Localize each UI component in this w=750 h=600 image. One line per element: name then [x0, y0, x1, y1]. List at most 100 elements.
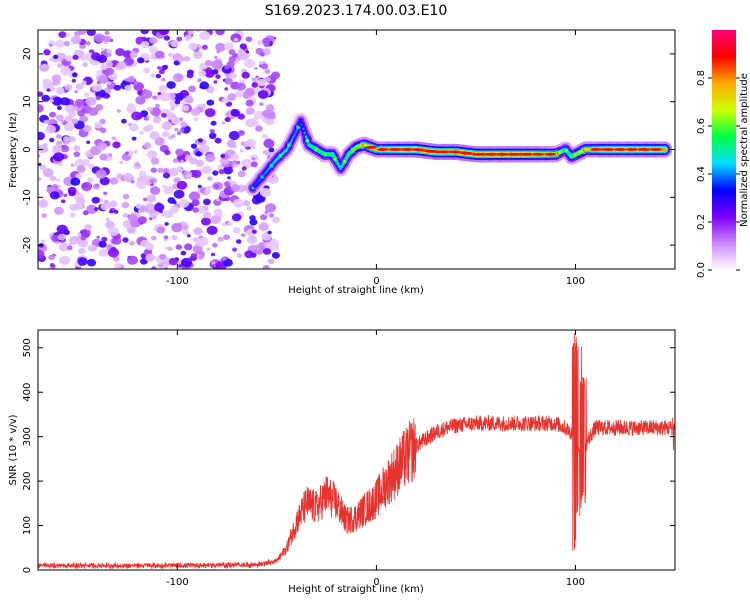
- ridge-peak: [460, 151, 473, 155]
- noise-speckle: [183, 225, 189, 230]
- noise-speckle: [122, 213, 129, 218]
- ridge-peak: [649, 148, 662, 151]
- noise-speckle: [126, 226, 136, 234]
- noise-speckle: [198, 255, 204, 261]
- noise-speckle: [74, 90, 79, 94]
- noise-speckle: [161, 65, 168, 71]
- noise-speckle: [175, 244, 183, 250]
- noise-speckle: [38, 162, 42, 167]
- noise-speckle: [206, 99, 215, 106]
- noise-speckle: [223, 166, 234, 175]
- noise-speckle: [213, 208, 223, 217]
- noise-speckle: [177, 55, 185, 63]
- noise-speckle: [109, 200, 118, 208]
- snr-y-tick-label: 300: [22, 427, 33, 446]
- noise-speckle: [170, 107, 175, 111]
- noise-speckle: [49, 111, 57, 118]
- noise-speckle: [155, 73, 162, 79]
- noise-speckle: [141, 174, 148, 181]
- noise-speckle: [94, 121, 103, 129]
- ridge-peak: [613, 148, 626, 151]
- ridge-peak: [424, 149, 437, 153]
- noise-speckle: [42, 63, 47, 68]
- noise-speckle: [38, 199, 49, 208]
- noise-speckle: [245, 99, 254, 107]
- noise-speckle: [182, 229, 189, 235]
- snr-y-tick-label: 200: [22, 472, 33, 491]
- noise-speckle: [224, 42, 234, 51]
- noise-speckle: [216, 50, 220, 54]
- noise-speckle: [213, 183, 220, 189]
- ridge-cell: [336, 162, 340, 166]
- noise-speckle: [230, 184, 240, 193]
- noise-speckle: [151, 266, 157, 269]
- noise-speckle: [212, 170, 219, 176]
- noise-speckle: [71, 78, 77, 83]
- ridge-cell: [288, 143, 291, 147]
- noise-speckle: [106, 48, 112, 54]
- noise-speckle: [101, 236, 108, 242]
- noise-speckle: [55, 114, 64, 121]
- noise-speckle: [67, 245, 73, 251]
- noise-speckle: [175, 148, 184, 156]
- noise-speckle: [139, 130, 144, 135]
- noise-speckle: [159, 92, 171, 102]
- noise-speckle: [71, 118, 79, 125]
- noise-speckle: [242, 141, 250, 148]
- noise-speckle: [100, 203, 110, 211]
- noise-speckle: [181, 257, 193, 268]
- ridge-peak: [532, 152, 545, 156]
- noise-speckle: [143, 126, 151, 133]
- noise-speckle: [239, 43, 247, 50]
- noise-speckle: [263, 248, 272, 255]
- noise-speckle: [205, 59, 213, 66]
- noise-speckle: [234, 90, 244, 98]
- noise-speckle: [56, 105, 62, 111]
- noise-speckle: [63, 40, 70, 47]
- noise-speckle: [262, 264, 270, 269]
- noise-speckle: [86, 230, 91, 234]
- noise-speckle: [222, 256, 227, 261]
- noise-speckle: [65, 55, 73, 62]
- ridge-cell: [341, 162, 345, 166]
- noise-speckle: [136, 180, 147, 190]
- snr-y-tick-label: 100: [22, 516, 33, 535]
- noise-speckle: [211, 69, 219, 75]
- noise-speckle: [116, 61, 127, 70]
- noise-speckle: [240, 79, 245, 84]
- ridge-peak: [365, 146, 378, 149]
- noise-speckle: [75, 83, 84, 90]
- noise-speckle: [257, 40, 264, 46]
- colorbar: 0.0 0.2 0.4 0.6 0.8 Normalized spectral ampl…: [696, 30, 750, 278]
- noise-speckle: [252, 117, 258, 122]
- noise-speckle: [127, 75, 136, 83]
- noise-speckle: [97, 75, 109, 84]
- noise-speckle: [55, 178, 61, 183]
- ridge-cell: [335, 160, 338, 163]
- noise-speckle: [121, 202, 130, 209]
- noise-speckle: [177, 131, 182, 135]
- noise-speckle: [186, 72, 194, 79]
- noise-speckle: [204, 108, 216, 118]
- noise-speckle: [64, 84, 73, 91]
- noise-speckle: [83, 125, 92, 133]
- noise-speckle: [70, 163, 75, 167]
- noise-speckle: [45, 124, 56, 134]
- noise-speckle: [150, 157, 160, 165]
- noise-speckle: [176, 154, 187, 163]
- spectrogram-noise: [38, 30, 281, 269]
- snr-series-line: [38, 333, 675, 570]
- noise-speckle: [42, 168, 54, 178]
- noise-speckle: [122, 237, 129, 243]
- noise-speckle: [81, 181, 93, 192]
- noise-speckle: [251, 82, 259, 88]
- noise-speckle: [82, 210, 89, 216]
- ridge-peak: [400, 148, 413, 151]
- ridge-peak: [602, 148, 614, 151]
- noise-speckle: [111, 136, 117, 141]
- noise-speckle: [64, 115, 73, 123]
- noise-speckle: [62, 136, 70, 143]
- noise-speckle: [155, 103, 160, 108]
- ridge-cell: [299, 119, 303, 123]
- noise-speckle: [55, 87, 65, 95]
